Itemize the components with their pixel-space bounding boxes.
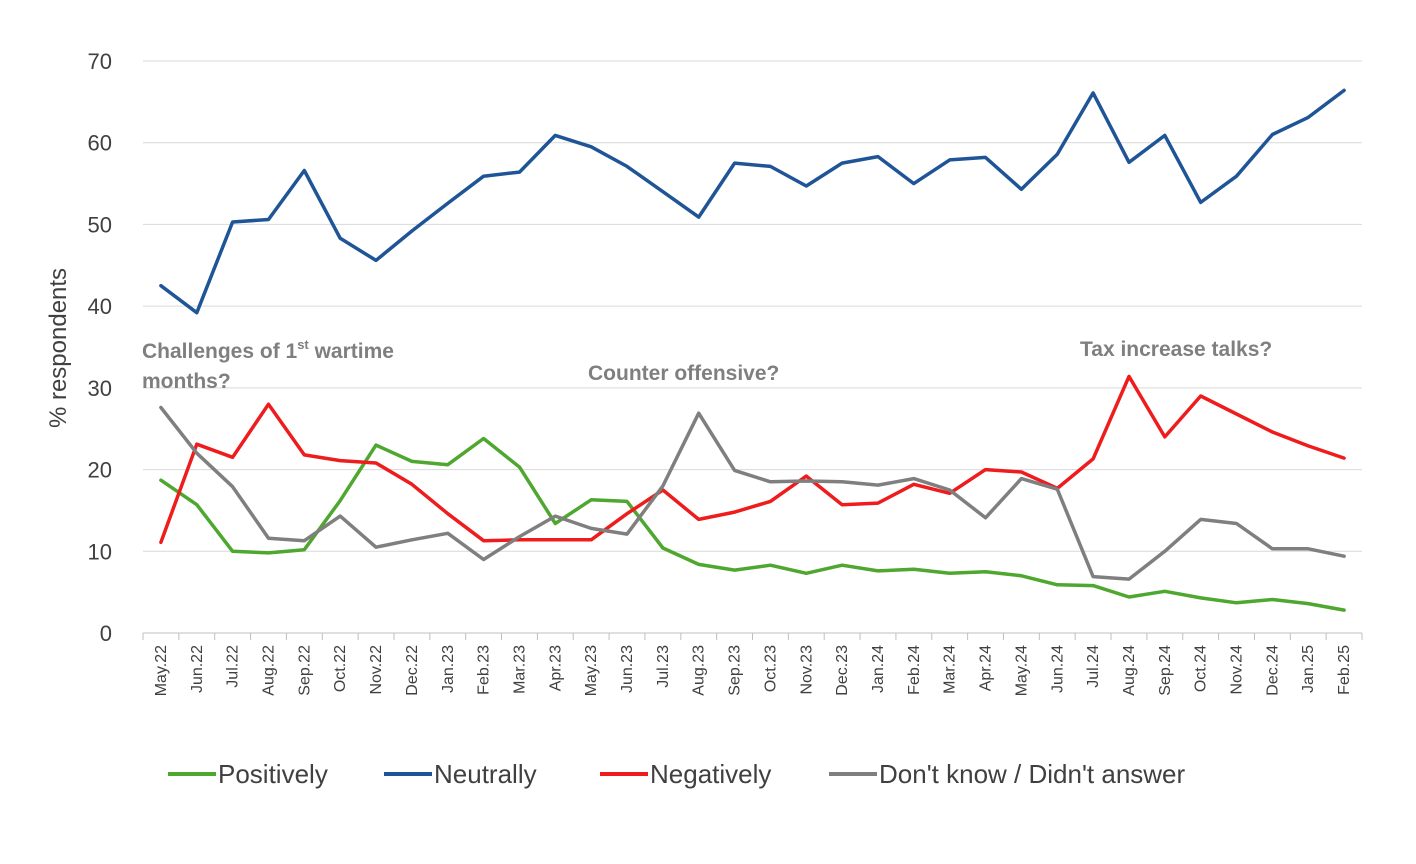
y-tick-label: 60 bbox=[88, 131, 112, 156]
x-tick-label: Jul.23 bbox=[655, 645, 672, 688]
annotation-counter-offensive: Counter offensive? bbox=[588, 362, 779, 385]
x-tick-label: Oct.24 bbox=[1193, 645, 1210, 692]
x-tick-label: Nov.22 bbox=[368, 645, 385, 695]
gridlines bbox=[142, 60, 1363, 640]
y-tick-label: 30 bbox=[88, 376, 112, 401]
x-axis-ticks: May.22 Jun.22 Jul.22 Aug.22 Sep.22 Oct.22 Nov.… bbox=[153, 645, 1353, 696]
annotation-wartime-line2: months? bbox=[142, 370, 231, 393]
legend-label: Neutrally bbox=[434, 759, 537, 789]
series-line-neutrally bbox=[159, 88, 1346, 315]
x-tick-label: Feb.25 bbox=[1336, 645, 1353, 695]
x-tick-label: May.23 bbox=[583, 645, 600, 696]
x-tick-label: Apr.23 bbox=[547, 645, 564, 691]
x-tick-label: Jun.22 bbox=[189, 645, 206, 693]
y-tick-label: 70 bbox=[88, 49, 112, 74]
series-lines bbox=[159, 88, 1346, 612]
y-tick-label: 10 bbox=[88, 539, 112, 564]
x-tick-label: Mar.23 bbox=[511, 645, 528, 694]
x-tick-label: Jul.22 bbox=[225, 645, 242, 688]
x-tick-label: Apr.24 bbox=[978, 645, 995, 691]
series-line-negatively bbox=[159, 374, 1346, 545]
x-tick-label: Sep.22 bbox=[296, 645, 313, 696]
y-tick-label: 20 bbox=[88, 458, 112, 483]
x-tick-label: Feb.23 bbox=[476, 645, 493, 695]
y-axis-ticks: 0 10 20 30 40 50 60 70 bbox=[88, 49, 112, 646]
x-tick-label: Mar.24 bbox=[942, 645, 959, 694]
x-tick-label: Jun.23 bbox=[619, 645, 636, 693]
x-tick-label: Aug.22 bbox=[260, 645, 277, 696]
x-tick-label: Dec.24 bbox=[1264, 645, 1281, 696]
x-tick-label: Nov.23 bbox=[798, 645, 815, 695]
legend-label: Negatively bbox=[650, 759, 771, 789]
legend: Positively Neutrally Negatively Don't know … bbox=[168, 759, 1186, 789]
x-tick-label: Oct.23 bbox=[762, 645, 779, 692]
annotation-wartime: Challenges of 1st wartime bbox=[142, 337, 394, 363]
x-tick-label: May.22 bbox=[153, 645, 170, 696]
x-tick-label: Aug.24 bbox=[1121, 645, 1138, 696]
y-axis-label: % respondents bbox=[45, 268, 72, 428]
x-tick-label: Jan.23 bbox=[440, 645, 457, 693]
annotation-tax-increase: Tax increase talks? bbox=[1080, 338, 1272, 361]
x-tick-label: Sep.24 bbox=[1157, 645, 1174, 696]
x-tick-label: Aug.23 bbox=[691, 645, 708, 696]
series-line-don-t-know-didn-t-answer bbox=[159, 405, 1346, 581]
x-tick-label: Jan.24 bbox=[870, 645, 887, 693]
y-tick-label: 0 bbox=[100, 621, 112, 646]
x-tick-label: May.24 bbox=[1013, 645, 1030, 696]
x-tick-label: Sep.23 bbox=[727, 645, 744, 696]
series-line-positively bbox=[159, 436, 1346, 612]
x-tick-label: Jan.25 bbox=[1300, 645, 1317, 693]
x-tick-label: Oct.22 bbox=[332, 645, 349, 692]
x-tick-label: Jun.24 bbox=[1049, 645, 1066, 693]
legend-label: Positively bbox=[218, 759, 328, 789]
x-tick-label: Nov.24 bbox=[1229, 645, 1246, 695]
x-tick-label: Feb.24 bbox=[906, 645, 923, 695]
y-tick-label: 50 bbox=[88, 212, 112, 237]
y-tick-label: 40 bbox=[88, 294, 112, 319]
legend-label: Don't know / Didn't answer bbox=[879, 759, 1186, 789]
x-tick-label: Jul.24 bbox=[1085, 645, 1102, 688]
x-tick-label: Dec.23 bbox=[834, 645, 851, 696]
x-tick-label: Dec.22 bbox=[404, 645, 421, 696]
